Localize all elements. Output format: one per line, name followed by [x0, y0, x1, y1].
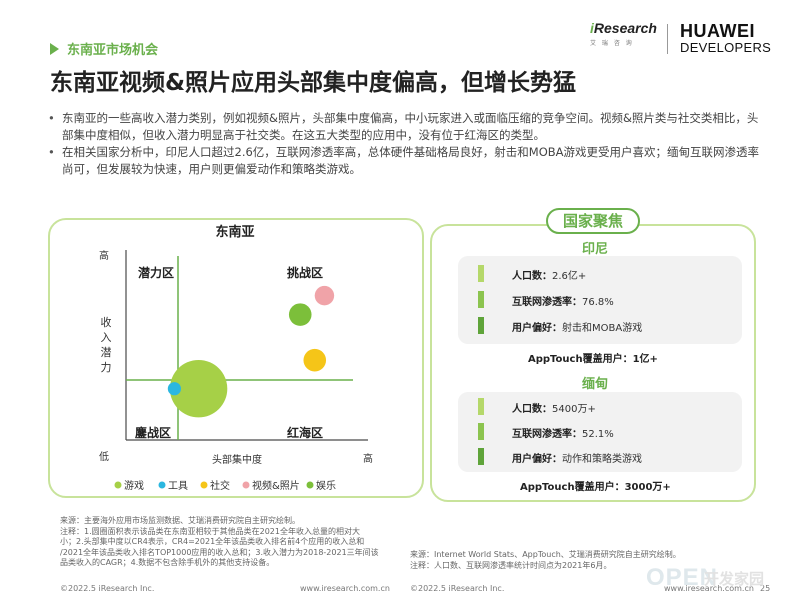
triangle-icon: [50, 42, 59, 55]
bubble-chart: 东南亚 潜力区 挑战区 鏖战区 红海区 高 低 高 头部集中度 收入潜力 游戏 工…: [99, 224, 373, 492]
apptouch-coverage: AppTouch覆盖用户：3000万+: [520, 482, 671, 493]
logo-divider: [667, 24, 668, 54]
legend-label: 娱乐: [316, 479, 336, 492]
country-focus-heading: 国家聚焦: [546, 208, 640, 234]
country-name: 印尼: [582, 242, 609, 257]
stat-bar: [478, 317, 484, 334]
footnote-right: 来源：Internet World Stats、AppTouch、艾瑞消费研究院…: [410, 550, 681, 570]
bubble-工具: [167, 382, 181, 396]
bubble-视频&照片: [314, 285, 335, 306]
watermark-sub: 开发家园: [704, 570, 765, 588]
quadrant-bottom-left: 鏖战区: [135, 425, 171, 440]
copyright-left: ©2022.5 iResearch Inc.: [60, 584, 155, 593]
y-axis-label: 收入潜力: [101, 315, 112, 374]
watermark: OPEN: [646, 564, 719, 591]
quadrant-top-left: 潜力区: [138, 265, 174, 280]
legend-label: 工具: [168, 480, 188, 492]
stat-line: 互联网渗透率：76.8%: [512, 297, 614, 308]
stat-line: 人口数：2.6亿+: [512, 271, 587, 282]
legend-label: 视频&照片: [252, 479, 300, 492]
section-tag-label: 东南亚市场机会: [67, 43, 159, 58]
huawei-developers-logo: HUAWEI DEVELOPERS: [680, 22, 771, 55]
legend-dot: [114, 481, 122, 489]
bubble-娱乐: [288, 303, 312, 326]
x-axis-high-label: 高: [363, 452, 373, 465]
website-right: www.iresearch.com.cn: [664, 584, 754, 593]
stat-bar: [478, 398, 484, 415]
stat-line: 用户偏好：动作和策略类游戏: [512, 454, 642, 465]
x-axis-label: 头部集中度: [212, 453, 262, 466]
stat-bar: [478, 423, 484, 440]
legend-dot: [158, 481, 166, 489]
stat-line: 互联网渗透率：52.1%: [512, 429, 614, 440]
iresearch-logo-text: Research: [593, 20, 657, 36]
bullet-list: 东南亚的一些高收入潜力类别，例如视频&照片，头部集中度偏高，中小玩家进入或面临压…: [46, 110, 766, 178]
legend-label: 游戏: [124, 479, 144, 492]
copyright-right: ©2022.5 iResearch Inc.: [410, 584, 505, 593]
chart-title: 东南亚: [215, 224, 254, 240]
quadrant-top-right: 挑战区: [287, 265, 323, 280]
x-axis-low-label: 低: [99, 450, 109, 463]
country-name: 缅甸: [582, 377, 609, 392]
legend-dot: [242, 481, 250, 489]
bubble-社交: [303, 348, 327, 372]
chart-panel: [48, 218, 424, 498]
legend-dot: [200, 481, 208, 489]
country-stats-box: 人口数：5400万+ 互联网渗透率：52.1% 用户偏好：动作和策略类游戏: [458, 392, 742, 472]
apptouch-coverage: AppTouch覆盖用户：1亿+: [528, 354, 658, 365]
bubble-游戏: [169, 360, 228, 418]
iresearch-logo: iResearch 艾 瑞 咨 询: [590, 20, 657, 47]
stat-line: 用户偏好：射击和MOBA游戏: [512, 323, 643, 334]
website-left: www.iresearch.com.cn: [300, 584, 390, 593]
stat-bar: [478, 448, 484, 465]
country-stats-box: 人口数：2.6亿+ 互联网渗透率：76.8% 用户偏好：射击和MOBA游戏: [458, 256, 742, 344]
page-number: 25: [760, 584, 771, 593]
page-title: 东南亚视频&照片应用头部集中度偏高，但增长势猛: [50, 70, 577, 96]
y-axis-label-char: 潜: [101, 345, 112, 359]
bullet-item: 东南亚的一些高收入潜力类别，例如视频&照片，头部集中度偏高，中小玩家进入或面临压…: [46, 110, 766, 144]
y-axis-label-char: 收: [101, 315, 112, 329]
y-axis-label-char: 力: [101, 361, 112, 374]
y-axis-high-label: 高: [99, 249, 109, 262]
stat-line: 人口数：5400万+: [512, 404, 596, 415]
iresearch-logo-sub: 艾 瑞 咨 询: [590, 40, 634, 47]
footnote-left: 来源：主要海外应用市场监测数据、艾瑞消费研究院自主研究绘制。 注释：1.圆圈面积…: [60, 516, 379, 567]
quadrant-bottom-right: 红海区: [287, 425, 323, 440]
legend-dot: [306, 481, 314, 489]
stat-bar: [478, 265, 484, 282]
bullet-item: 在相关国家分析中，印尼人口超过2.6亿，互联网渗透率高，总体硬件基础格局良好，射…: [46, 144, 766, 178]
huawei-logo-line2: DEVELOPERS: [680, 39, 772, 55]
y-axis-label-char: 入: [101, 331, 112, 344]
section-tag: 东南亚市场机会: [50, 39, 158, 58]
stat-bar: [478, 291, 484, 308]
legend-label: 社交: [210, 479, 230, 492]
huawei-logo-line1: HUAWEI: [680, 21, 755, 41]
